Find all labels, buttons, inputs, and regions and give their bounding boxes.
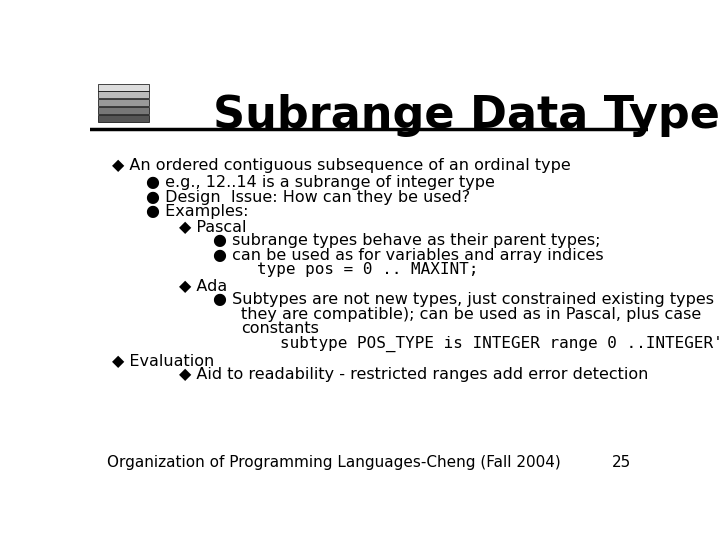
Text: ◆ Evaluation: ◆ Evaluation: [112, 353, 215, 368]
Text: 25: 25: [612, 455, 631, 470]
FancyBboxPatch shape: [99, 91, 148, 98]
Text: ◆ Ada: ◆ Ada: [179, 278, 228, 293]
Text: they are compatible); can be used as in Pascal, plus case: they are compatible); can be used as in …: [240, 307, 701, 322]
Text: ● e.g., 12..14 is a subrange of integer type: ● e.g., 12..14 is a subrange of integer …: [145, 175, 495, 190]
Text: Subrange Data Types: Subrange Data Types: [213, 94, 720, 137]
Text: subtype POS_TYPE is INTEGER range 0 ..INTEGER'LAST;: subtype POS_TYPE is INTEGER range 0 ..IN…: [280, 336, 720, 352]
Text: ● Examples:: ● Examples:: [145, 204, 248, 219]
FancyBboxPatch shape: [99, 115, 148, 122]
Text: constants: constants: [240, 321, 318, 336]
Text: ● subrange types behave as their parent types;: ● subrange types behave as their parent …: [213, 233, 600, 248]
Text: ● Subtypes are not new types, just constrained existing types (so: ● Subtypes are not new types, just const…: [213, 292, 720, 307]
Text: ◆ Aid to readability - restricted ranges add error detection: ◆ Aid to readability - restricted ranges…: [179, 367, 649, 382]
FancyBboxPatch shape: [99, 107, 148, 114]
Text: ◆ Pascal: ◆ Pascal: [179, 219, 247, 234]
Text: Organization of Programming Languages-Cheng (Fall 2004): Organization of Programming Languages-Ch…: [107, 455, 560, 470]
FancyBboxPatch shape: [99, 99, 148, 106]
Text: ● can be used as for variables and array indices: ● can be used as for variables and array…: [213, 248, 603, 263]
Text: ◆ An ordered contiguous subsequence of an ordinal type: ◆ An ordered contiguous subsequence of a…: [112, 158, 571, 173]
Text: ● Design  Issue: How can they be used?: ● Design Issue: How can they be used?: [145, 190, 470, 205]
Text: type pos = 0 .. MAXINT;: type pos = 0 .. MAXINT;: [258, 262, 479, 278]
FancyBboxPatch shape: [99, 84, 148, 91]
